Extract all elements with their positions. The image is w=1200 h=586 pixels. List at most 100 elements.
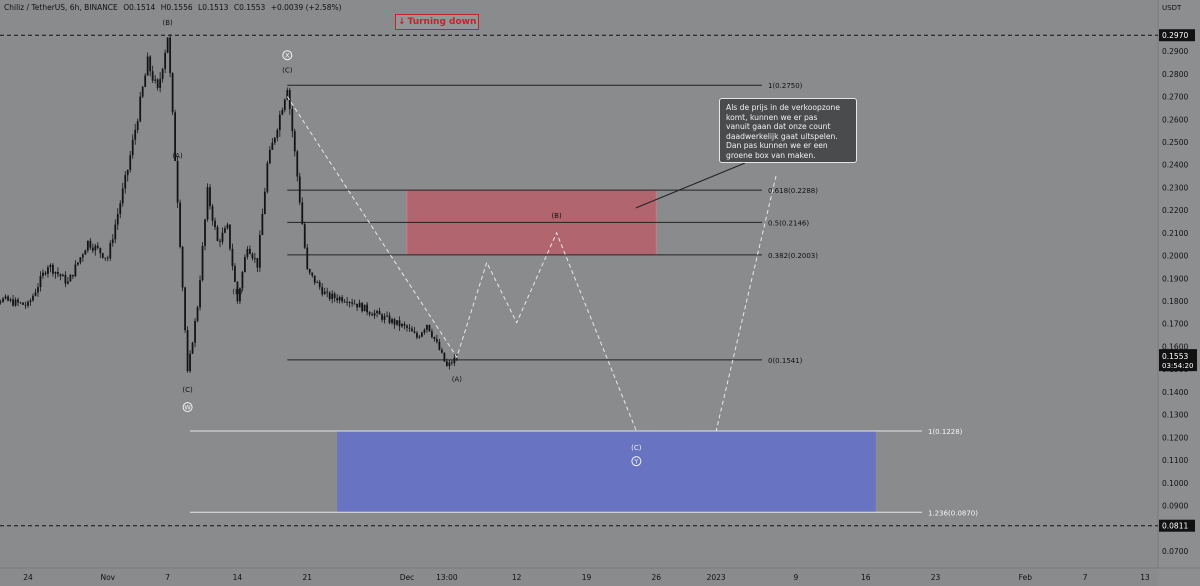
turning-down-badge[interactable]: ↓ Turning down: [395, 14, 480, 30]
candle-body: [266, 163, 269, 192]
target-zone-box: [337, 430, 876, 513]
symbol-label[interactable]: Chiliz / TetherUS, 6h, BINANCE: [4, 3, 118, 12]
candle-body: [27, 301, 29, 306]
candle-body: [386, 315, 388, 317]
candle-body: [348, 302, 351, 304]
candle-body: [139, 96, 142, 122]
candle-body: [214, 220, 216, 228]
wave-label: (B): [551, 212, 562, 220]
candle-body: [426, 324, 428, 330]
candle-body: [54, 272, 57, 274]
candle-body: [52, 264, 54, 274]
candle-body: [366, 304, 368, 313]
candle-body: [12, 299, 14, 306]
current-price-tag: [1159, 349, 1197, 372]
candle-body: [301, 202, 304, 225]
candle-body: [258, 235, 261, 268]
candle-body: [438, 341, 441, 350]
fib-level-label: 0.5(0.2146): [768, 219, 809, 227]
candle-body: [450, 362, 453, 364]
time-tick-label: Dec: [400, 573, 415, 582]
time-tick-label: 19: [582, 573, 592, 582]
candle-body: [191, 342, 194, 354]
candle-body: [66, 281, 69, 284]
time-tick-label: 9: [794, 573, 799, 582]
time-tick-label: 7: [1083, 573, 1088, 582]
candle-body: [298, 176, 301, 203]
time-tick-label: Nov: [100, 573, 115, 582]
candle-body: [211, 206, 214, 221]
candle-body: [199, 280, 201, 308]
candle-body: [286, 90, 289, 100]
candle-body: [445, 361, 448, 366]
candle-body: [393, 319, 396, 325]
candle-body: [251, 253, 254, 259]
candle-body: [29, 300, 32, 302]
candle-body: [34, 292, 37, 296]
candle-body: [149, 56, 152, 72]
price-tick-label: 0.2700: [1162, 93, 1188, 102]
candle-body: [42, 272, 44, 276]
candle-body: [346, 301, 349, 303]
candle-body: [181, 246, 184, 288]
wave-circle-label: X: [285, 52, 290, 60]
time-tick-label: 21: [302, 573, 312, 582]
candle-body: [343, 301, 346, 303]
candle-body: [306, 247, 309, 270]
candle-body: [86, 240, 89, 251]
price-tick-label: 0.2500: [1162, 138, 1188, 147]
note-line: komt, kunnen we er pas: [726, 112, 818, 122]
candle-body: [104, 257, 107, 259]
candle-body: [59, 274, 62, 277]
wave-label: (A): [172, 152, 183, 160]
candle-body: [229, 224, 231, 249]
candle-body: [236, 281, 239, 302]
close-value: C0.1553: [233, 3, 266, 12]
candle-body: [94, 245, 97, 251]
candle-body: [373, 313, 376, 316]
candle-body: [283, 99, 286, 111]
callout-note[interactable]: Als de prijs in de verkoopzone komt, kun…: [719, 98, 857, 163]
candle-body: [0, 301, 2, 303]
candle-body: [281, 110, 284, 115]
candle-body: [326, 291, 329, 293]
candle-body: [358, 302, 361, 308]
low-value: L0.1513: [198, 3, 229, 12]
time-tick-label: 12: [512, 573, 522, 582]
note-line: vanuit gaan dat onze count: [726, 122, 831, 132]
candle-body: [101, 253, 104, 258]
candle-countdown-label: 03:54:20: [1162, 362, 1193, 370]
candle-body: [159, 78, 162, 88]
price-tick-label: 0.1200: [1162, 433, 1188, 442]
price-tick-label: 0.1700: [1162, 320, 1188, 329]
fib-level-label: 0.618(0.2288): [768, 187, 818, 195]
candle-body: [383, 316, 386, 320]
price-tick-label: 0.1600: [1162, 342, 1188, 351]
turning-down-label: Turning down: [407, 17, 477, 27]
candle-body: [453, 357, 456, 364]
candle-body: [146, 56, 149, 76]
candle-body: [194, 320, 196, 343]
candle-body: [411, 328, 413, 332]
price-tick-label: 0.1800: [1162, 297, 1188, 306]
candle-body: [318, 282, 321, 288]
price-tick-label: 0.2800: [1162, 70, 1188, 79]
candle-body: [9, 299, 12, 301]
candle-body: [96, 245, 99, 248]
candle-body: [398, 320, 401, 327]
candle-body: [221, 232, 224, 242]
candle-body: [263, 191, 266, 214]
fib-level-label: 1(0.2750): [768, 82, 803, 90]
candle-body: [37, 287, 39, 293]
price-tick-label: 0.1100: [1162, 456, 1188, 465]
price-tick-label: 0.2600: [1162, 115, 1188, 124]
candle-body: [196, 307, 199, 321]
candle-body: [161, 68, 164, 79]
price-tag-label: 0.2970: [1162, 31, 1188, 40]
candle-body: [396, 320, 398, 325]
candle-body: [119, 203, 122, 214]
candle-body: [391, 319, 393, 323]
candle-body: [32, 295, 34, 301]
candle-body: [39, 275, 42, 288]
